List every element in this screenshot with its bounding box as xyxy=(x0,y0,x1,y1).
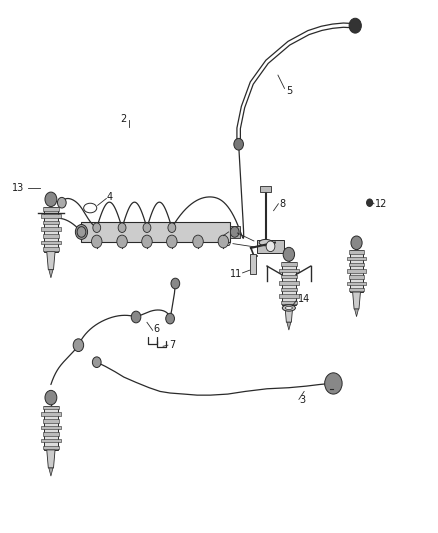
Circle shape xyxy=(166,313,174,324)
Circle shape xyxy=(193,235,203,248)
Circle shape xyxy=(75,224,88,239)
Circle shape xyxy=(325,373,342,394)
Circle shape xyxy=(230,227,239,237)
Ellipse shape xyxy=(286,306,292,310)
Text: 9: 9 xyxy=(230,227,237,237)
Text: 2: 2 xyxy=(120,114,127,124)
Text: 6: 6 xyxy=(153,324,159,334)
Circle shape xyxy=(92,235,102,248)
Bar xyxy=(349,263,364,266)
Bar xyxy=(281,262,297,265)
Circle shape xyxy=(283,247,295,261)
Bar xyxy=(349,251,364,254)
Text: 13: 13 xyxy=(12,183,24,193)
Bar xyxy=(42,419,59,423)
Polygon shape xyxy=(355,309,358,317)
Polygon shape xyxy=(287,322,291,330)
Bar xyxy=(281,288,297,291)
Circle shape xyxy=(234,139,244,150)
Text: 8: 8 xyxy=(279,199,286,209)
Bar xyxy=(40,240,61,244)
Bar xyxy=(40,214,61,217)
Circle shape xyxy=(351,236,362,249)
Circle shape xyxy=(143,223,151,232)
Polygon shape xyxy=(49,270,53,278)
Circle shape xyxy=(218,235,229,248)
Circle shape xyxy=(45,390,57,405)
Text: 1: 1 xyxy=(213,232,219,242)
Bar xyxy=(42,221,59,224)
Bar xyxy=(250,254,256,274)
Polygon shape xyxy=(47,450,55,468)
Circle shape xyxy=(93,223,101,232)
Circle shape xyxy=(57,197,66,208)
Polygon shape xyxy=(49,468,53,476)
Bar xyxy=(349,276,364,279)
Bar xyxy=(282,262,296,305)
Text: 3: 3 xyxy=(300,395,306,406)
Circle shape xyxy=(131,311,141,323)
Bar xyxy=(349,288,364,291)
Bar xyxy=(42,446,59,449)
Circle shape xyxy=(349,18,361,33)
Bar xyxy=(42,432,59,436)
Ellipse shape xyxy=(283,305,295,311)
Polygon shape xyxy=(285,305,293,322)
Bar xyxy=(281,275,297,278)
Circle shape xyxy=(118,223,126,232)
Bar xyxy=(40,228,61,231)
Circle shape xyxy=(45,192,57,207)
Circle shape xyxy=(117,235,127,248)
Text: 7: 7 xyxy=(169,340,175,350)
Text: 12: 12 xyxy=(375,199,388,209)
Circle shape xyxy=(168,223,176,232)
Circle shape xyxy=(92,357,101,368)
Bar xyxy=(40,413,61,416)
Bar xyxy=(230,225,240,238)
Circle shape xyxy=(73,339,84,352)
Bar xyxy=(42,207,59,211)
Text: 10: 10 xyxy=(220,238,232,247)
Text: 4: 4 xyxy=(106,192,113,203)
Bar xyxy=(42,406,59,409)
Bar xyxy=(40,426,61,429)
Bar xyxy=(42,247,59,251)
Circle shape xyxy=(166,235,177,248)
Bar xyxy=(81,222,230,241)
Bar xyxy=(347,269,366,272)
Polygon shape xyxy=(353,292,360,309)
Bar xyxy=(42,234,59,238)
Bar xyxy=(279,281,299,285)
Text: 11: 11 xyxy=(230,269,242,279)
Bar xyxy=(279,294,299,297)
Circle shape xyxy=(77,227,86,237)
Text: 14: 14 xyxy=(297,294,310,304)
Bar xyxy=(279,269,299,272)
Bar xyxy=(44,207,58,252)
Circle shape xyxy=(367,199,373,206)
Circle shape xyxy=(142,235,152,248)
Bar xyxy=(40,439,61,442)
Ellipse shape xyxy=(259,239,272,246)
Bar xyxy=(261,185,271,192)
Bar xyxy=(347,281,366,285)
Bar xyxy=(44,406,58,450)
Polygon shape xyxy=(47,252,55,270)
Bar xyxy=(257,240,285,253)
Bar xyxy=(281,301,297,304)
Bar xyxy=(350,251,364,292)
Text: 5: 5 xyxy=(287,85,293,95)
Bar xyxy=(347,257,366,260)
Circle shape xyxy=(266,241,275,252)
Circle shape xyxy=(171,278,180,289)
